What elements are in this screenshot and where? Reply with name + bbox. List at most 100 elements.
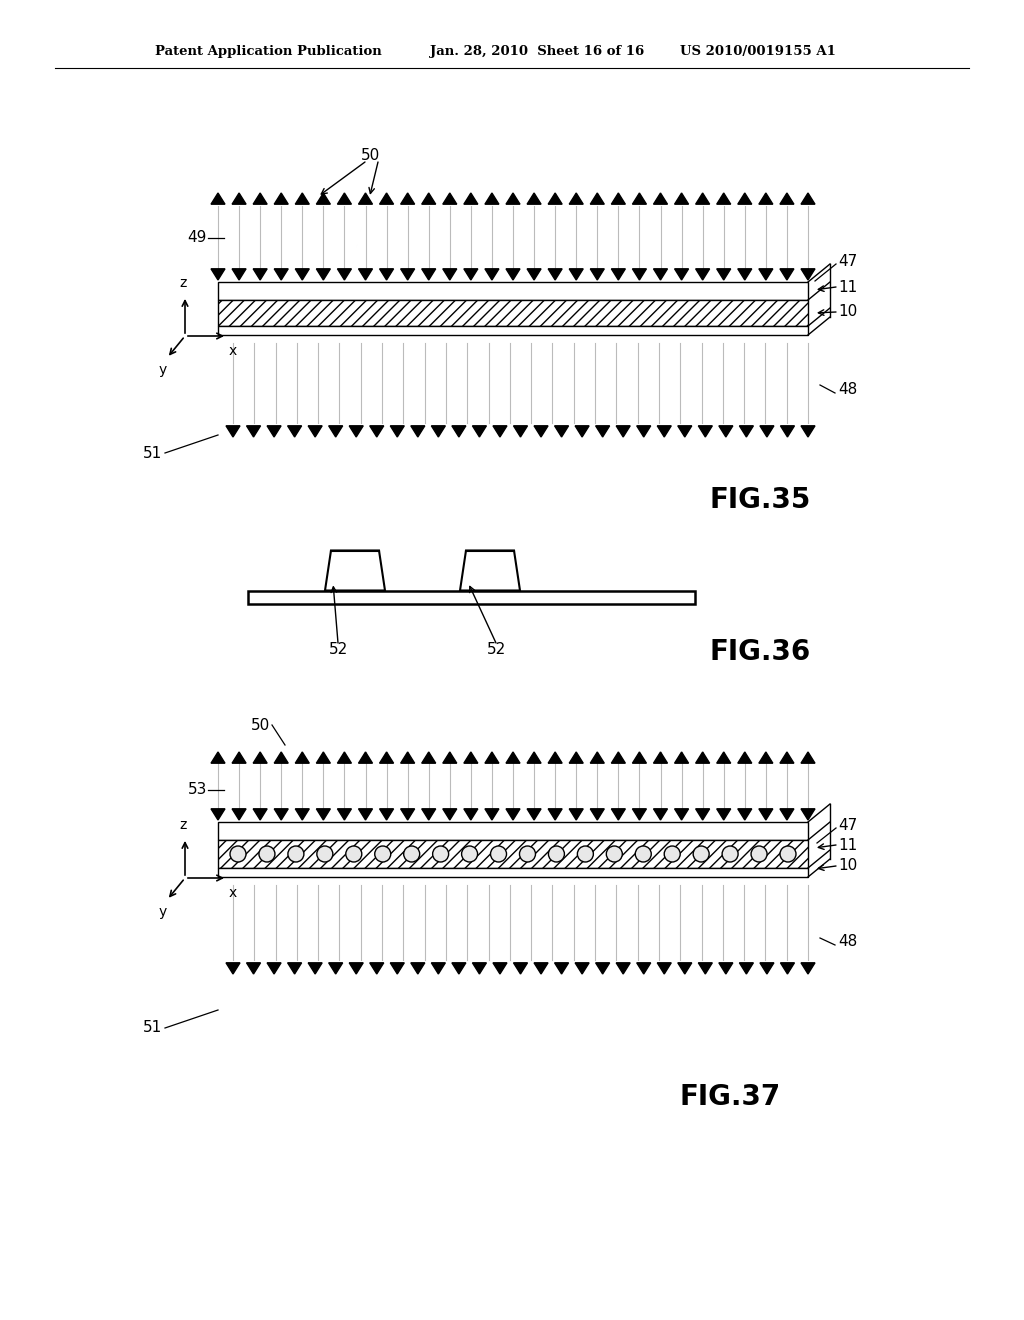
Polygon shape bbox=[464, 193, 478, 205]
Polygon shape bbox=[780, 809, 794, 820]
Circle shape bbox=[462, 846, 477, 862]
Polygon shape bbox=[737, 269, 752, 280]
Circle shape bbox=[316, 846, 333, 862]
Polygon shape bbox=[760, 962, 774, 974]
Polygon shape bbox=[226, 426, 240, 437]
Polygon shape bbox=[295, 193, 309, 205]
Polygon shape bbox=[611, 193, 626, 205]
Bar bbox=[218, 326, 808, 335]
Polygon shape bbox=[760, 426, 774, 437]
Polygon shape bbox=[431, 426, 445, 437]
Polygon shape bbox=[801, 809, 815, 820]
Polygon shape bbox=[698, 426, 713, 437]
Polygon shape bbox=[358, 809, 373, 820]
Polygon shape bbox=[493, 962, 507, 974]
Polygon shape bbox=[548, 752, 562, 763]
Polygon shape bbox=[717, 193, 731, 205]
Polygon shape bbox=[719, 962, 733, 974]
Circle shape bbox=[693, 846, 710, 862]
Text: 52: 52 bbox=[329, 643, 347, 657]
Polygon shape bbox=[633, 809, 646, 820]
Polygon shape bbox=[247, 962, 260, 974]
Polygon shape bbox=[329, 426, 343, 437]
Circle shape bbox=[375, 846, 391, 862]
Polygon shape bbox=[288, 426, 302, 437]
Polygon shape bbox=[737, 809, 752, 820]
Text: 48: 48 bbox=[838, 383, 857, 397]
Text: 53: 53 bbox=[187, 783, 207, 797]
Text: z: z bbox=[179, 818, 186, 832]
Polygon shape bbox=[358, 752, 373, 763]
Polygon shape bbox=[211, 752, 225, 763]
Text: US 2010/0019155 A1: US 2010/0019155 A1 bbox=[680, 45, 836, 58]
Polygon shape bbox=[590, 809, 604, 820]
Polygon shape bbox=[485, 809, 499, 820]
Polygon shape bbox=[611, 269, 626, 280]
Polygon shape bbox=[548, 809, 562, 820]
Polygon shape bbox=[737, 193, 752, 205]
Circle shape bbox=[635, 846, 651, 862]
Polygon shape bbox=[400, 752, 415, 763]
Text: y: y bbox=[159, 906, 167, 919]
Polygon shape bbox=[506, 752, 520, 763]
Polygon shape bbox=[633, 193, 646, 205]
Text: 47: 47 bbox=[838, 253, 857, 268]
Text: 50: 50 bbox=[360, 148, 380, 162]
Polygon shape bbox=[316, 752, 331, 763]
Polygon shape bbox=[452, 962, 466, 974]
Polygon shape bbox=[637, 426, 650, 437]
Polygon shape bbox=[575, 426, 589, 437]
Polygon shape bbox=[569, 269, 584, 280]
Polygon shape bbox=[719, 426, 733, 437]
Polygon shape bbox=[472, 426, 486, 437]
Polygon shape bbox=[253, 809, 267, 820]
Polygon shape bbox=[678, 426, 692, 437]
Polygon shape bbox=[442, 193, 457, 205]
Polygon shape bbox=[616, 962, 630, 974]
Polygon shape bbox=[316, 809, 331, 820]
Polygon shape bbox=[801, 752, 815, 763]
Polygon shape bbox=[485, 269, 499, 280]
Polygon shape bbox=[737, 752, 752, 763]
Polygon shape bbox=[232, 193, 246, 205]
Polygon shape bbox=[535, 426, 548, 437]
Polygon shape bbox=[485, 752, 499, 763]
Circle shape bbox=[259, 846, 275, 862]
Polygon shape bbox=[569, 809, 584, 820]
Polygon shape bbox=[464, 269, 478, 280]
Polygon shape bbox=[527, 752, 541, 763]
Polygon shape bbox=[527, 269, 541, 280]
Polygon shape bbox=[611, 809, 626, 820]
Polygon shape bbox=[349, 962, 364, 974]
Polygon shape bbox=[780, 752, 794, 763]
Text: 51: 51 bbox=[142, 1020, 162, 1035]
Text: FIG.36: FIG.36 bbox=[710, 638, 811, 667]
Polygon shape bbox=[422, 809, 436, 820]
Polygon shape bbox=[801, 193, 815, 205]
Polygon shape bbox=[657, 426, 672, 437]
Text: Jan. 28, 2010  Sheet 16 of 16: Jan. 28, 2010 Sheet 16 of 16 bbox=[430, 45, 644, 58]
Polygon shape bbox=[590, 269, 604, 280]
Polygon shape bbox=[801, 426, 815, 437]
Polygon shape bbox=[247, 426, 260, 437]
Polygon shape bbox=[611, 752, 626, 763]
Polygon shape bbox=[695, 752, 710, 763]
Polygon shape bbox=[780, 193, 794, 205]
Polygon shape bbox=[759, 752, 773, 763]
Polygon shape bbox=[349, 426, 364, 437]
Polygon shape bbox=[274, 269, 288, 280]
Polygon shape bbox=[555, 426, 568, 437]
Text: 10: 10 bbox=[838, 858, 857, 874]
Polygon shape bbox=[801, 962, 815, 974]
Polygon shape bbox=[308, 426, 323, 437]
Polygon shape bbox=[274, 752, 288, 763]
Polygon shape bbox=[211, 193, 225, 205]
Polygon shape bbox=[527, 193, 541, 205]
Polygon shape bbox=[316, 269, 331, 280]
Polygon shape bbox=[295, 752, 309, 763]
Polygon shape bbox=[653, 269, 668, 280]
Polygon shape bbox=[442, 269, 457, 280]
Polygon shape bbox=[232, 809, 246, 820]
Polygon shape bbox=[232, 752, 246, 763]
Circle shape bbox=[403, 846, 420, 862]
